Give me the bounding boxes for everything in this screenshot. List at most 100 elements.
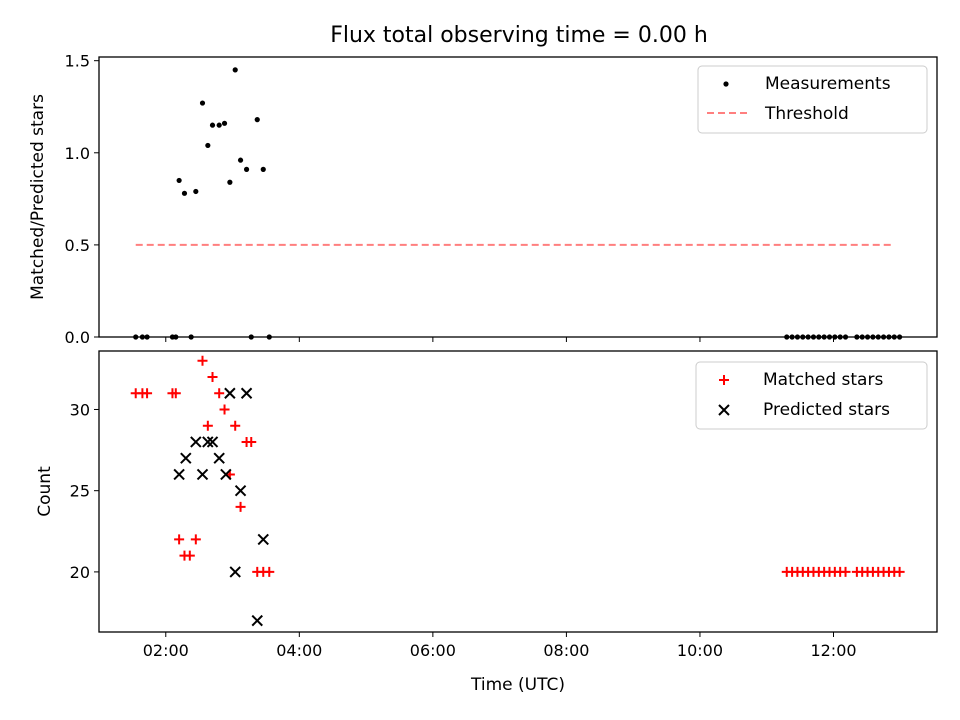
matched-stars-point	[894, 566, 905, 577]
measurements-point	[864, 334, 871, 340]
measurements-point	[821, 334, 827, 340]
ratio-panel-legend: Measurements Threshold	[697, 65, 928, 134]
measurements-point	[816, 334, 822, 340]
matched-stars-point	[190, 534, 201, 545]
measurements-point	[188, 334, 194, 340]
y-tick-label: 25	[70, 482, 90, 501]
y-tick-label: 30	[70, 400, 90, 419]
count-panel: Count Time (UTC) 02:00 04:00 06:00 08:00 10:…	[35, 350, 938, 695]
measurements-point	[232, 67, 238, 73]
predicted-stars-point	[202, 436, 214, 448]
measurements-point	[886, 334, 892, 340]
measurements-point	[144, 334, 150, 340]
y-tick-label: 0.0	[65, 328, 90, 347]
matched-stars-point	[264, 566, 275, 577]
predicted-stars-point	[251, 614, 263, 627]
measurements-legend-marker	[723, 81, 729, 87]
predicted-stars-point	[196, 468, 209, 481]
measurements-point	[199, 100, 206, 106]
predicted-stars-point	[213, 452, 225, 464]
measurements-point	[842, 334, 849, 340]
chart-title: Flux total observing time = 0.00 h	[330, 23, 708, 48]
matched-stars-point	[207, 371, 218, 382]
x-tick-label: 12:00	[810, 641, 856, 660]
count-panel-x-label: Time (UTC)	[470, 675, 565, 695]
predicted-stars-point	[229, 566, 241, 578]
measurements-point	[266, 334, 272, 340]
matched-stars-point	[235, 501, 246, 512]
x-tick-label: 10:00	[677, 641, 723, 660]
x-tick-label: 02:00	[143, 641, 189, 660]
x-tick-label: 08:00	[543, 641, 589, 660]
ratio-panel: Matched/Predicted stars 0.0 0.5 1.0 1.5 Mea…	[28, 52, 938, 347]
measurements-point	[826, 334, 833, 340]
matched-stars-point	[184, 550, 195, 561]
matched-stars-legend-marker	[719, 375, 729, 385]
measurements-point	[897, 334, 903, 340]
measurements-point	[891, 334, 897, 340]
measurements-point	[794, 334, 801, 340]
measurements-point	[176, 177, 182, 184]
matched-stars-point	[142, 388, 153, 399]
matched-stars-point	[230, 420, 241, 431]
measurements-legend-label: Measurements	[765, 74, 891, 94]
predicted-stars-point	[190, 436, 202, 448]
measurements-point	[181, 190, 188, 196]
measurements-point	[832, 334, 838, 340]
legend-box	[695, 361, 928, 430]
measurements-point	[880, 334, 887, 340]
matched-stars-point	[840, 566, 851, 577]
measurements-point	[875, 334, 881, 340]
predicted-stars-point	[206, 436, 219, 448]
measurements-point	[173, 334, 179, 340]
measurements-point	[805, 334, 811, 340]
y-tick-label: 0.5	[65, 236, 90, 255]
count-panel-legend: Matched stars Predicted stars	[695, 361, 928, 430]
predicted-stars-point	[224, 387, 236, 399]
predicted-stars-point	[173, 468, 185, 481]
x-tick-label: 04:00	[276, 641, 322, 660]
measurements-point	[784, 334, 790, 340]
measurements-point	[854, 334, 860, 340]
y-tick-label: 20	[70, 563, 90, 582]
measurements-point	[139, 334, 146, 340]
predicted-stars-point	[234, 484, 247, 497]
measurements-point	[133, 334, 139, 340]
predicted-stars-legend-label: Predicted stars	[763, 400, 890, 420]
predicted-stars-point	[220, 468, 232, 481]
measurements-point	[859, 334, 865, 340]
legend-box	[697, 65, 928, 134]
threshold-legend-label: Threshold	[764, 104, 849, 124]
predicted-stars-point	[257, 533, 269, 546]
measurements-point	[221, 120, 228, 126]
measurements-point	[260, 166, 266, 172]
measurements-point	[193, 188, 199, 195]
measurements-point	[810, 334, 817, 340]
predicted-stars-point	[180, 452, 192, 464]
measurements-point	[870, 334, 876, 340]
measurements-point	[237, 157, 244, 163]
x-tick-label: 06:00	[410, 641, 456, 660]
y-tick-label: 1.5	[65, 52, 90, 71]
measurements-point	[248, 334, 254, 340]
measurements-point	[837, 334, 843, 340]
matched-stars-legend-label: Matched stars	[763, 370, 883, 390]
count-panel-y-label: Count	[35, 466, 55, 517]
measurements-point	[227, 179, 233, 185]
measurements-point	[243, 166, 250, 172]
predicted-stars-point	[240, 387, 253, 399]
matched-stars-point	[170, 388, 181, 399]
ratio-panel-frame	[98, 56, 938, 338]
measurements-point	[254, 117, 260, 123]
matched-stars-point	[219, 404, 230, 415]
measurements-point	[789, 334, 795, 340]
matched-stars-point	[197, 355, 208, 366]
matched-stars-point	[214, 388, 225, 399]
predicted-stars-legend-marker	[718, 404, 730, 416]
measurements-point	[209, 122, 216, 128]
measurements-point	[800, 334, 806, 340]
matched-stars-point	[246, 436, 257, 447]
measurements-point	[205, 142, 211, 149]
matched-stars-point	[174, 534, 185, 545]
